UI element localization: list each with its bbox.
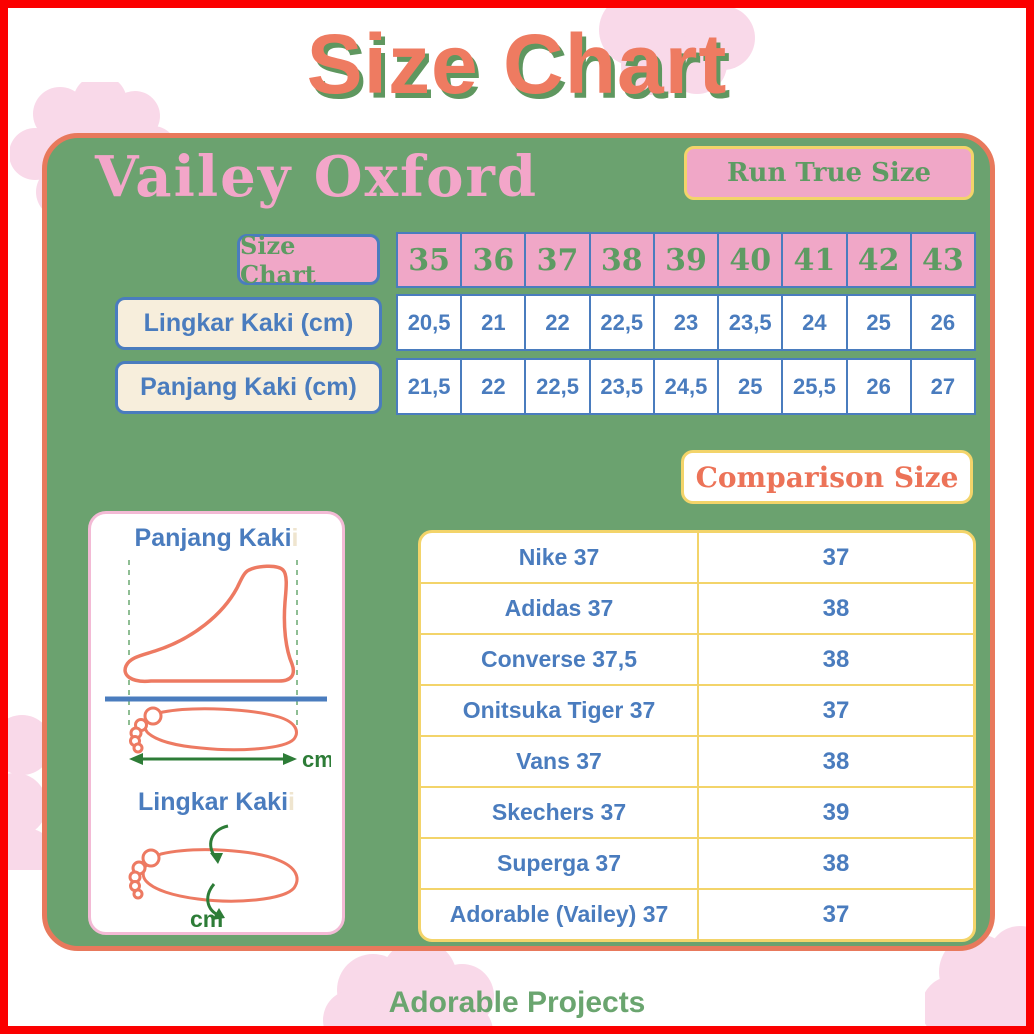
size-header-cell: 41 [783,232,848,288]
size-cell: 38 [822,645,850,673]
comparison-header-text: Comparison Size [695,460,959,494]
size-header-row: 35 36 37 38 39 40 41 42 43 [396,232,976,288]
footprint-outline [143,707,298,752]
girth-row-label: Lingkar Kaki (cm) [115,297,382,350]
size-cell: 37 [822,696,850,724]
brand-cell: Nike 37 [421,533,699,582]
flower-shape-top [599,0,755,95]
length-cell: 23,5 [590,358,655,415]
girth-cell: 22 [526,294,591,351]
table-row: Adorable (Vailey) 37 37 [421,890,973,939]
table-row: Vans 37 38 [421,737,973,788]
length-cell: 22 [462,358,527,415]
brand-cell: Superga 37 [421,839,699,888]
flower-shape-left-mid [0,715,57,870]
size-header-cell: 42 [847,232,912,288]
page-title: Size Chart [306,17,728,111]
fit-badge-label: Run True Size [726,158,932,188]
size-table-corner-text: Size Chart [240,230,316,289]
table-row: Converse 37,5 38 [421,635,973,686]
girth-cell: 23,5 [719,294,784,351]
foot-girth-diagram: cm [128,824,299,930]
length-values-row: 21,5 22 22,5 23,5 24,5 25 25,5 26 27 [396,358,976,415]
arrow-head-right [283,753,297,765]
ghost-letter: i [288,788,295,816]
size-header-cell: 38 [590,232,655,288]
foot-length-diagram: cm [105,560,331,770]
girth-guide-title-text: Lingkar Kaki [137,788,289,816]
girth-cell: 24 [783,294,848,351]
size-cell: 39 [822,798,850,826]
girth-cell: 20,5 [396,294,463,351]
brand-cell: Skechers 37 [421,788,699,837]
length-cell: 24,5 [654,358,720,415]
length-cell: 22,5 [526,358,591,415]
ghost-letter: i [291,524,299,552]
brand-cell: Adorable (Vailey) 37 [421,890,699,939]
table-row: Adidas 37 38 [421,584,973,635]
brand-cell: Vans 37 [421,737,699,786]
size-cell: 37 [822,900,850,928]
size-header-cell: 36 [462,232,527,288]
comparison-table: Nike 37 37 Adidas 37 38 Converse 37,5 38… [418,530,976,942]
size-header-cell: 37 [526,232,591,288]
girth-cell: 22,5 [590,294,655,351]
product-name: Vailey Oxford [95,144,539,210]
comparison-header-badge: Comparison Size [681,450,973,504]
size-cell: 38 [822,747,850,775]
girth-guide-title: Lingkar Kakii [91,788,342,817]
foot-side-outline [123,564,296,684]
footprint-toes [129,706,163,754]
brand-cell: Adidas 37 [421,584,699,633]
girth-cell: 21 [462,294,527,351]
length-cell: 25 [719,358,784,415]
table-row: Nike 37 37 [421,533,973,584]
size-chart-panel: Vailey Oxford Run True Size Size Chart 3… [42,133,995,951]
length-row-label-text: Panjang Kaki (cm) [140,373,357,401]
arrow-head-down [210,853,223,864]
girth-unit-label: cm [190,906,223,930]
length-guide-title-text: Panjang Kaki [134,524,292,552]
size-cell: 37 [822,543,850,571]
length-cell: 25,5 [783,358,848,415]
brand-footer: Adorable Projects [388,986,646,1019]
size-header-cell: 35 [396,232,463,288]
table-row: Skechers 37 39 [421,788,973,839]
measure-guide-card: Panjang Kakii cm Lingkar Kakii [88,511,345,935]
table-row: Superga 37 38 [421,839,973,890]
size-cell: 38 [822,594,850,622]
length-cell: 21,5 [396,358,463,415]
girth-row-label-text: Lingkar Kaki (cm) [143,309,354,337]
length-row-label: Panjang Kaki (cm) [115,361,382,414]
footprint-outline [141,848,299,903]
arrow-head-left [129,753,143,765]
length-unit-label: cm [302,747,331,770]
size-table-corner-label: Size Chart [237,231,380,289]
length-cell: 27 [911,358,976,415]
fit-badge: Run True Size [684,146,974,200]
table-row: Onitsuka Tiger 37 37 [421,686,973,737]
size-cell: 38 [822,849,850,877]
length-guide-title: Panjang Kakii [91,524,342,553]
girth-values-row: 20,5 21 22 22,5 23 23,5 24 25 26 [396,294,976,351]
brand-cell: Converse 37,5 [421,635,699,684]
brand-cell: Onitsuka Tiger 37 [421,686,699,735]
size-header-cell: 40 [719,232,784,288]
length-cell: 26 [847,358,912,415]
girth-cell: 23 [654,294,720,351]
girth-cell: 25 [847,294,912,351]
size-header-cell: 39 [654,232,720,288]
size-header-cell: 43 [911,232,976,288]
girth-cell: 26 [911,294,976,351]
arrow-head-up [212,908,225,920]
footprint-toes [128,848,161,900]
